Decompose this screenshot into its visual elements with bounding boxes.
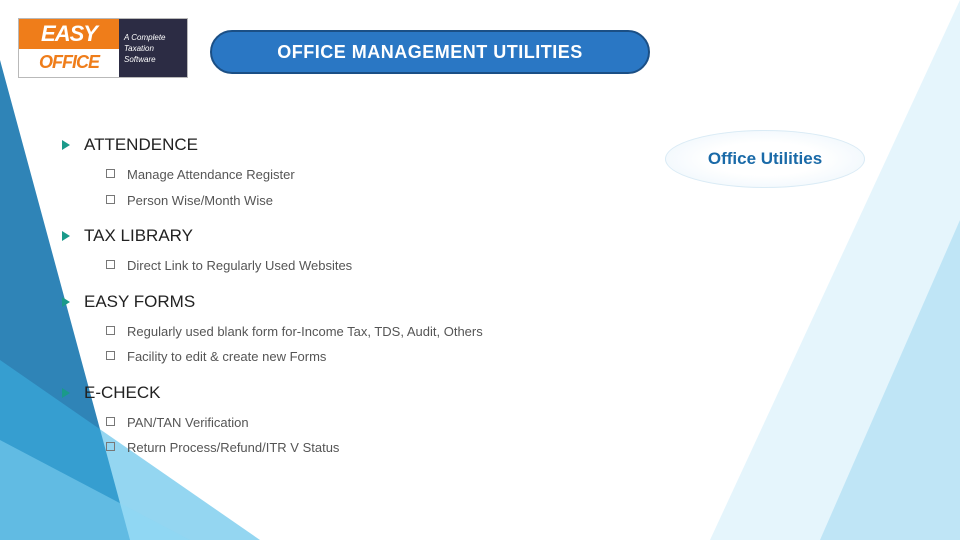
section-heading: TAX LIBRARY [62,226,662,246]
checkbox-icon [106,260,115,269]
checkbox-icon [106,351,115,360]
slide-container: EASY OFFICE A Complete Taxation Software… [0,0,960,540]
section-heading-text: EASY FORMS [84,292,195,312]
checkbox-icon [106,442,115,451]
logo-text-easy: EASY [19,19,119,49]
list-item: Manage Attendance Register [106,165,662,185]
section-heading: E-CHECK [62,383,662,403]
section-heading-text: ATTENDENCE [84,135,198,155]
checkbox-icon [106,169,115,178]
sub-list: Direct Link to Regularly Used Websites [62,256,662,276]
sub-list: PAN/TAN Verification Return Process/Refu… [62,413,662,458]
logo-tag-2: Taxation [124,43,187,54]
arrow-icon [62,140,70,150]
logo-tag-3: Software [124,54,187,65]
list-item: Direct Link to Regularly Used Websites [106,256,662,276]
logo-text-office: OFFICE [19,49,119,77]
logo-tag-1: A Complete [124,32,187,43]
list-item-text: Regularly used blank form for-Income Tax… [127,322,483,342]
list-item-text: Direct Link to Regularly Used Websites [127,256,352,276]
list-item: Person Wise/Month Wise [106,191,662,211]
list-item-text: Manage Attendance Register [127,165,295,185]
decor-triangle-right-2 [820,220,960,540]
arrow-icon [62,388,70,398]
section-heading-text: TAX LIBRARY [84,226,193,246]
section-attendence: ATTENDENCE Manage Attendance Register Pe… [62,135,662,210]
list-item-text: Person Wise/Month Wise [127,191,273,211]
logo-tagline: A Complete Taxation Software [119,19,187,77]
list-item-text: Return Process/Refund/ITR V Status [127,438,339,458]
arrow-icon [62,231,70,241]
callout-bubble: Office Utilities [665,130,865,188]
section-heading-text: E-CHECK [84,383,161,403]
sub-list: Manage Attendance Register Person Wise/M… [62,165,662,210]
arrow-icon [62,297,70,307]
section-tax-library: TAX LIBRARY Direct Link to Regularly Use… [62,226,662,276]
section-e-check: E-CHECK PAN/TAN Verification Return Proc… [62,383,662,458]
checkbox-icon [106,195,115,204]
section-heading: EASY FORMS [62,292,662,312]
content-area: ATTENDENCE Manage Attendance Register Pe… [62,135,662,474]
logo: EASY OFFICE A Complete Taxation Software [18,18,188,78]
logo-left: EASY OFFICE [19,19,119,77]
checkbox-icon [106,417,115,426]
checkbox-icon [106,326,115,335]
list-item: Regularly used blank form for-Income Tax… [106,322,662,342]
section-easy-forms: EASY FORMS Regularly used blank form for… [62,292,662,367]
list-item: PAN/TAN Verification [106,413,662,433]
list-item: Return Process/Refund/ITR V Status [106,438,662,458]
sub-list: Regularly used blank form for-Income Tax… [62,322,662,367]
slide-title: OFFICE MANAGEMENT UTILITIES [210,30,650,74]
section-heading: ATTENDENCE [62,135,662,155]
list-item-text: Facility to edit & create new Forms [127,347,326,367]
list-item: Facility to edit & create new Forms [106,347,662,367]
list-item-text: PAN/TAN Verification [127,413,249,433]
